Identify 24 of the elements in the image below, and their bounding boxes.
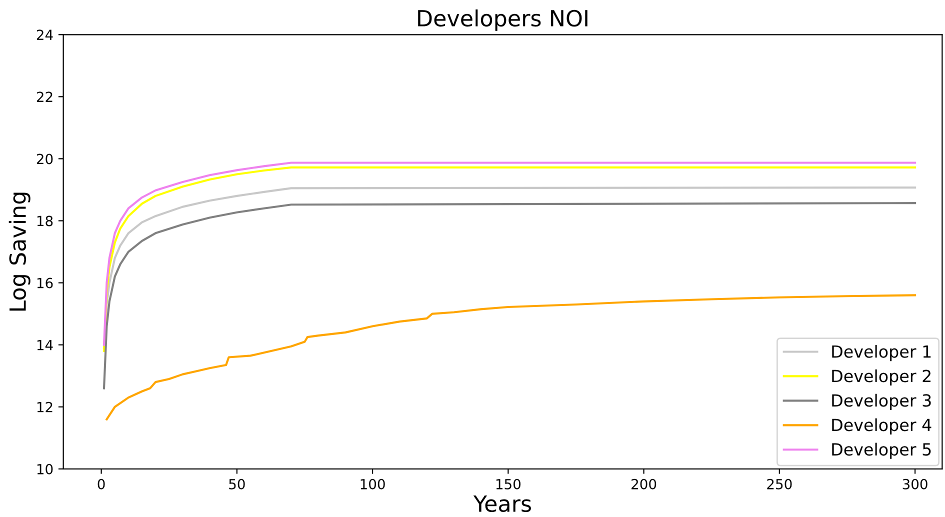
chart-title: Developers NOI — [418, 9, 588, 31]
x-tick-label: 250 — [767, 478, 792, 490]
line-series — [102, 202, 916, 390]
y-axis-title: Log Saving — [8, 192, 30, 311]
x-tick-label: 100 — [360, 478, 385, 490]
y-tick-label: 14 — [37, 340, 53, 350]
legend-label: Developer 2 — [832, 369, 930, 386]
y-tick-label: 18 — [37, 216, 53, 226]
x-axis-title: Years — [473, 496, 531, 512]
x-tick-label: 50 — [229, 478, 245, 490]
y-tick-label: 20 — [36, 154, 53, 164]
y-tick-label: 10 — [37, 464, 53, 474]
x-tick-label: 300 — [902, 478, 928, 490]
legend-label: Developer 1 — [832, 344, 931, 362]
y-tick-label: 22 — [36, 92, 52, 102]
legend-label: Developer 4 — [832, 418, 932, 434]
y-tick-label: 16 — [37, 278, 53, 288]
x-tick-label: 0 — [98, 478, 105, 490]
x-tick-label: 150 — [496, 478, 520, 490]
y-tick-label: 12 — [37, 402, 52, 412]
y-tick-label: 24 — [36, 30, 53, 40]
x-tick-label: 200 — [632, 478, 656, 490]
legend-label: Developer 5 — [832, 442, 931, 459]
legend-label: Developer 3 — [832, 394, 931, 410]
